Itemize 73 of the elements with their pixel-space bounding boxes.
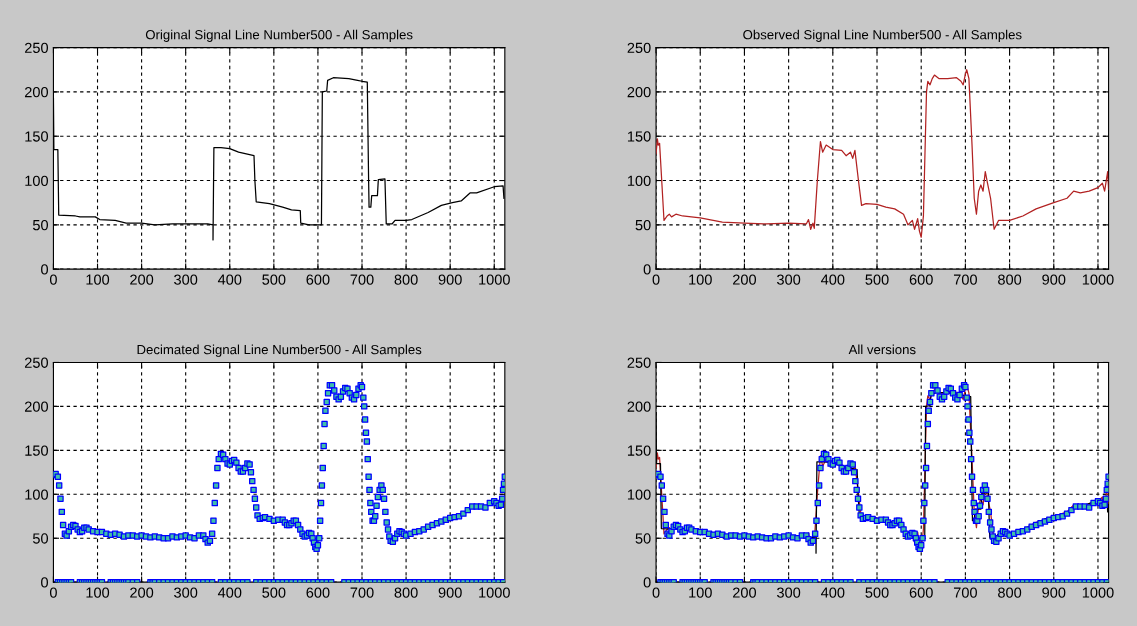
chart-title: All versions [848,344,916,355]
x-tick-label: 600 [909,587,933,598]
y-tick-label: 50 [32,533,49,544]
x-tick-label: 300 [174,274,198,285]
x-tick-label: 600 [306,274,330,285]
x-tick-label: 0 [652,587,660,598]
y-tick-label: 200 [627,401,651,412]
x-tick-label: 300 [174,587,198,598]
y-tick-label: 150 [25,131,49,142]
x-tick-label: 500 [865,274,889,285]
y-tick-label: 150 [627,131,651,142]
y-tick-label: 150 [627,445,651,456]
x-tick-label: 800 [998,274,1022,285]
x-tick-label: 800 [394,587,418,598]
x-tick-label: 700 [350,274,374,285]
y-tick-label: 200 [627,87,651,98]
x-tick-label: 500 [865,587,889,598]
x-tick-label: 100 [689,587,712,598]
y-tick-label: 0 [643,264,651,275]
x-tick-label: 200 [130,274,154,285]
x-tick-label: 100 [86,274,110,285]
x-tick-label: 400 [217,274,242,285]
y-tick-label: 0 [41,577,49,588]
y-tick-label: 100 [25,489,49,500]
x-tick-label: 200 [733,587,757,598]
y-tick-label: 250 [24,42,49,53]
chart-title: Original Signal Line Number500 - All Samples [145,29,413,42]
chart-title: Decimated Signal Line Number500 - All Samples [137,344,422,357]
y-tick-label: 200 [24,87,49,98]
x-tick-label: 1000 [479,274,510,285]
x-tick-label: 400 [820,587,845,598]
line-series [656,69,1109,238]
y-tick-label: 0 [643,577,651,588]
x-tick-label: 1000 [1082,274,1114,285]
x-tick-label: 900 [1042,587,1066,598]
y-tick-label: 250 [24,357,49,368]
y-tick-label: 100 [627,175,651,186]
x-tick-label: 0 [49,274,57,285]
x-tick-label: 400 [217,587,242,598]
y-tick-label: 250 [627,42,651,53]
y-tick-label: 50 [635,219,651,231]
x-tick-label: 500 [262,274,286,285]
y-tick-label: 200 [24,401,49,412]
x-tick-label: 0 [652,274,660,285]
x-tick-label: 300 [777,587,801,598]
x-tick-label: 400 [820,274,845,285]
x-tick-label: 100 [689,274,712,285]
chart-title: Observed Signal Line Number500 - All Samples [743,29,1022,42]
y-tick-label: 100 [25,175,49,186]
y-tick-label: 100 [627,489,651,500]
x-tick-label: 900 [438,274,462,285]
x-tick-label: 700 [953,587,977,598]
x-tick-label: 800 [394,274,418,285]
x-tick-label: 200 [130,587,154,598]
x-tick-label: 900 [1042,274,1066,285]
y-tick-label: 150 [25,445,49,456]
y-tick-label: 250 [627,357,651,368]
x-tick-label: 300 [777,274,801,285]
x-tick-label: 1000 [479,587,510,598]
x-tick-label: 600 [909,274,933,285]
x-tick-label: 1000 [1082,587,1114,598]
y-tick-label: 50 [635,533,651,544]
x-tick-label: 0 [49,587,57,598]
x-tick-label: 500 [262,587,286,598]
x-tick-label: 700 [953,274,977,285]
x-tick-label: 200 [733,274,757,285]
y-tick-label: 0 [41,264,49,275]
x-tick-label: 600 [306,587,330,598]
x-tick-label: 700 [350,587,374,598]
x-tick-label: 800 [998,587,1022,598]
y-tick-label: 50 [32,219,49,231]
x-tick-label: 900 [438,587,462,598]
x-tick-label: 100 [86,587,110,598]
